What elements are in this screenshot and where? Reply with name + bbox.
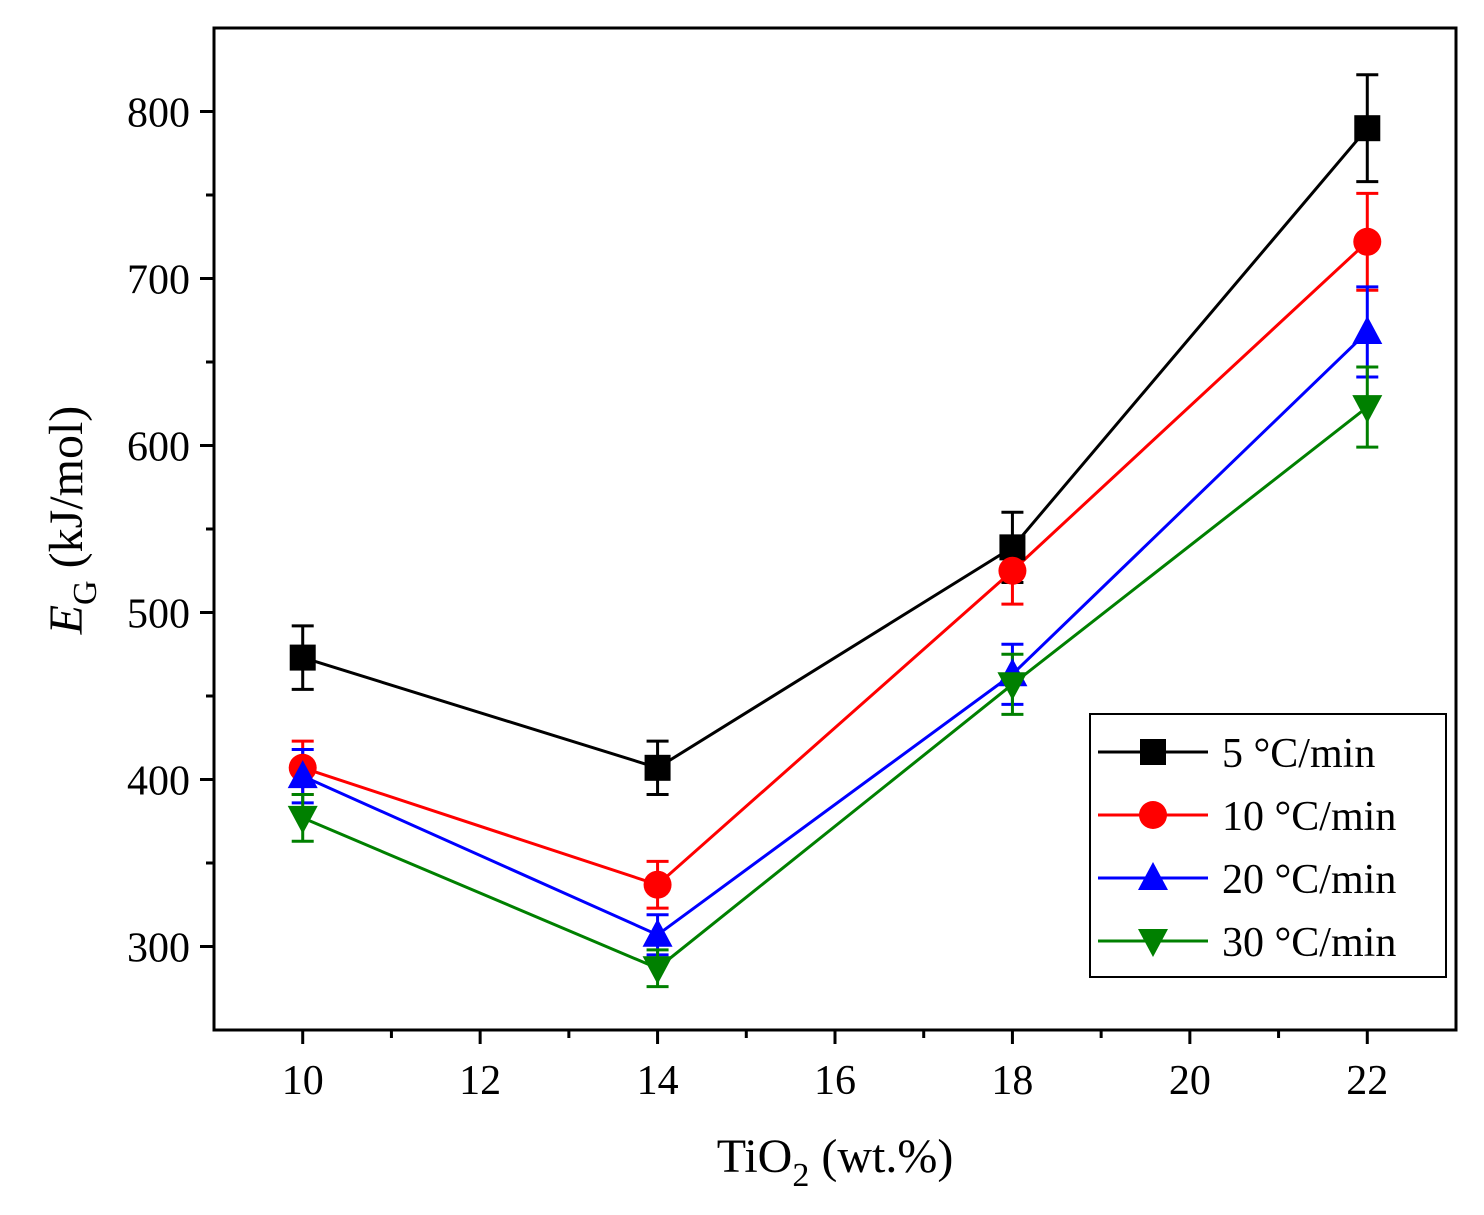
x-tick-label-4: 18 (991, 1058, 1033, 1104)
x-tick-label-3: 16 (814, 1058, 856, 1104)
data-point-0-2 (999, 534, 1026, 561)
y-tick-label-2: 500 (127, 592, 190, 638)
y-tick-label-4: 700 (127, 258, 190, 304)
x-tick-label-2: 14 (637, 1058, 679, 1104)
data-point-0-3 (1354, 115, 1381, 142)
x-tick-label-1: 12 (459, 1058, 501, 1104)
data-point-2-0 (287, 760, 318, 789)
data-point-1-3 (1353, 227, 1382, 256)
data-point-2-3 (1352, 315, 1383, 344)
legend-marker-3 (1138, 929, 1168, 957)
data-point-0-0 (289, 644, 316, 671)
series-line-3 (302, 405, 1369, 970)
y-tick-label-5: 800 (127, 91, 190, 137)
data-point-0-1 (644, 754, 671, 781)
y-axis-title: EG (kJ/mol) (40, 406, 104, 636)
legend-marker-0 (1140, 739, 1166, 765)
series-line-0 (302, 127, 1369, 770)
legend: 5 °C/min 10 °C/min 20 °C/min 30 °C/min (1089, 713, 1447, 978)
legend-label-1: 10 °C/min (1222, 794, 1396, 840)
plot-area (287, 73, 1383, 989)
axes: 10 12 14 16 18 20 22 300 400 500 600 700 800 (127, 26, 1458, 1104)
legend-marker-2 (1138, 862, 1168, 890)
y-tick-label-0: 300 (127, 926, 190, 972)
series-line-2 (302, 330, 1369, 937)
data-point-2-1 (642, 918, 673, 947)
data-point-1-2 (998, 556, 1027, 585)
legend-label-2: 20 °C/min (1222, 857, 1396, 903)
legend-label-0: 5 °C/min (1222, 731, 1375, 777)
legend-marker-1 (1139, 801, 1167, 829)
data-point-3-2 (997, 672, 1028, 701)
x-tick-label-0: 10 (282, 1058, 324, 1104)
data-point-3-1 (642, 956, 673, 985)
y-tick-label-1: 400 (127, 759, 190, 805)
y-tick-label-3: 600 (127, 425, 190, 471)
data-point-3-3 (1352, 395, 1383, 424)
x-tick-label-5: 20 (1169, 1058, 1211, 1104)
x-axis-title: TiO2 (wt.%) (717, 1130, 954, 1194)
data-point-1-1 (643, 870, 672, 899)
data-point-3-0 (287, 805, 318, 834)
series-line-1 (302, 240, 1369, 887)
x-tick-label-6: 22 (1346, 1058, 1388, 1104)
legend-label-3: 30 °C/min (1222, 920, 1396, 966)
